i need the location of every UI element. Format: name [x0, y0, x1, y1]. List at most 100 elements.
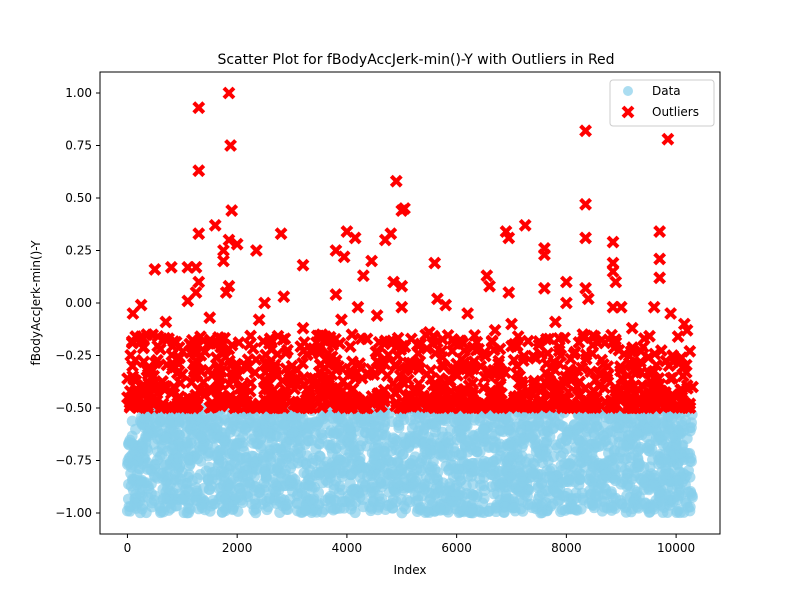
data-point [590, 437, 602, 449]
outlier-point [426, 378, 440, 392]
data-point [410, 475, 422, 487]
data-point [419, 442, 431, 454]
data-point [515, 472, 527, 484]
data-point [419, 422, 431, 434]
outlier-stroke [164, 260, 178, 274]
data-point [234, 454, 246, 466]
outlier-stroke [356, 269, 370, 283]
data-point [286, 472, 298, 484]
data-point [258, 451, 270, 463]
outlier-point [356, 269, 370, 283]
outlier-stroke [653, 252, 667, 266]
outlier-point [502, 286, 516, 299]
data-point [680, 414, 692, 426]
outlier-point [395, 204, 409, 218]
outlier-stroke [439, 298, 453, 312]
outlier-point [538, 281, 551, 295]
outlier-stroke [625, 321, 639, 335]
outlier-stroke [192, 227, 206, 241]
data-point [659, 453, 671, 465]
outlier-point [612, 343, 626, 357]
data-point [366, 477, 378, 489]
data-point [598, 458, 610, 470]
outlier-point [538, 248, 551, 262]
outlier-point [653, 252, 667, 266]
outlier-point [192, 101, 206, 115]
outlier-stroke [502, 286, 516, 299]
outlier-stroke [581, 394, 594, 408]
outlier-stroke [150, 353, 164, 367]
data-point [443, 437, 455, 449]
outlier-stroke [653, 271, 667, 285]
data-point [533, 416, 545, 428]
data-point [127, 459, 139, 471]
outlier-stroke [217, 244, 230, 257]
outlier-point [222, 86, 236, 100]
outlier-point [653, 225, 667, 239]
data-point [304, 472, 316, 484]
outlier-stroke [579, 197, 592, 211]
outlier-point [146, 328, 160, 342]
outlier-stroke [345, 328, 359, 342]
outlier-stroke [288, 382, 301, 396]
data-point [446, 496, 458, 508]
data-point [203, 474, 215, 486]
data-point [310, 416, 322, 428]
outlier-point [483, 279, 496, 293]
data-point [230, 439, 242, 451]
data-point [313, 486, 325, 498]
outlier-point [192, 164, 206, 178]
outlier-stroke [377, 337, 391, 351]
outlier-stroke [148, 262, 162, 276]
data-point [183, 485, 195, 497]
outlier-stroke [123, 384, 137, 398]
data-point [373, 499, 385, 511]
outlier-point [395, 279, 409, 293]
data-point [499, 413, 511, 425]
data-point [479, 460, 491, 472]
outlier-point [249, 353, 263, 367]
outlier-stroke [505, 317, 518, 331]
outlier-stroke [208, 218, 222, 232]
data-point [544, 471, 556, 483]
data-point [494, 450, 506, 462]
data-point [409, 437, 421, 449]
data-point [138, 477, 150, 489]
outlier-stroke [477, 381, 490, 395]
outlier-point [606, 265, 620, 278]
data-point [685, 455, 697, 467]
data-point [387, 432, 399, 444]
outlier-point [164, 260, 178, 274]
data-point [428, 474, 440, 486]
data-point [393, 422, 405, 434]
data-point [454, 475, 466, 487]
outlier-stroke [420, 342, 434, 355]
outlier-point [222, 233, 236, 247]
data-point [666, 431, 678, 443]
data-point [192, 453, 204, 465]
data-point [663, 468, 675, 480]
data-point [366, 486, 378, 498]
data-point [291, 448, 303, 460]
data-point [488, 488, 500, 500]
outlier-point [203, 311, 217, 325]
data-point [509, 502, 521, 514]
outlier-stroke [372, 335, 386, 349]
data-point [536, 488, 548, 500]
data-point [606, 501, 618, 513]
outlier-point [559, 296, 573, 310]
data-point [671, 505, 683, 517]
data-point [259, 466, 271, 478]
outlier-stroke [426, 378, 440, 392]
outlier-stroke [175, 367, 189, 381]
outlier-point [225, 204, 239, 218]
data-point [641, 442, 653, 454]
data-point [235, 421, 247, 433]
outlier-stroke [279, 362, 293, 376]
outlier-stroke [431, 292, 444, 306]
data-point [353, 444, 365, 456]
data-point [378, 445, 390, 457]
data-point [370, 458, 382, 470]
outlier-point [336, 374, 350, 388]
data-point [598, 420, 610, 432]
